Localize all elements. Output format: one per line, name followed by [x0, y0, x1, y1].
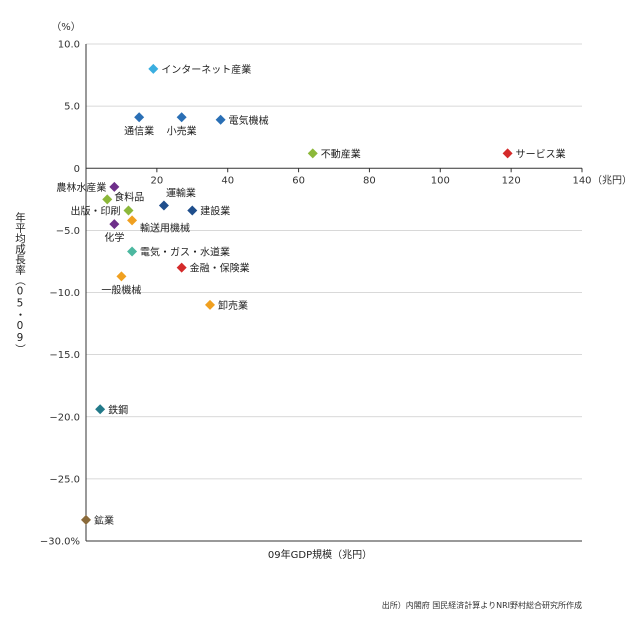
point-label: 鉱業 [94, 514, 114, 527]
point-label: 輸送用機械 [140, 221, 190, 234]
data-point [176, 262, 187, 273]
y-tick-label: −5.0 [56, 226, 80, 237]
data-point [148, 63, 159, 74]
x-axis-label: 09年GDP規模（兆円） [267, 550, 373, 561]
x-tick-label: 100 [431, 175, 450, 186]
point-label: 出版・印刷 [71, 204, 121, 217]
data-point [123, 205, 134, 216]
x-tick-label: 80 [363, 175, 376, 186]
x-tick-label: 60 [292, 175, 305, 186]
source-note: 出所）内閣府 国民経済計算よりNRI野村総合研究所作成 [381, 601, 582, 610]
data-point [127, 246, 138, 257]
data-point [81, 514, 91, 525]
x-tick-label: 40 [221, 175, 234, 186]
x-tick-label: 120 [502, 175, 521, 186]
data-point [95, 404, 106, 415]
point-label: 建設業 [200, 204, 230, 217]
data-point [102, 194, 113, 205]
y-tick-label: −15.0 [49, 350, 80, 361]
y-tick-labels: 10.0 5.0 0 −5.0 −10.0 −15.0 −20.0 −25.0 −30.0% [40, 40, 80, 548]
point-label: 電気機械 [229, 114, 269, 127]
axes [85, 44, 583, 542]
y-tick-label: 5.0 [64, 102, 80, 113]
data-point [187, 205, 198, 216]
point-label: 通信業 [124, 124, 154, 137]
point-label: 運輸業 [166, 187, 196, 200]
y-tick-label: −10.0 [49, 288, 80, 299]
point-label: 農林水産業 [56, 181, 106, 194]
y-tick-label: 0 [74, 164, 80, 175]
data-point [176, 112, 187, 123]
data-point [215, 114, 226, 125]
x-tick-label: 140 [572, 175, 591, 186]
point-label: 食料品 [114, 190, 144, 203]
point-label: 一般機械 [101, 283, 141, 296]
point-label: 電気・ガス・水道業 [140, 245, 230, 258]
grid-lines [86, 43, 582, 480]
data-point [502, 148, 513, 159]
point-label: 小売業 [167, 124, 197, 137]
point-label: 不動産業 [321, 147, 361, 160]
point-label: サービス業 [516, 147, 566, 160]
y-tick-label: −20.0 [49, 412, 80, 423]
data-point [307, 148, 318, 159]
y-tick-label: −25.0 [49, 474, 80, 485]
y-unit-label: （%） [51, 21, 81, 33]
y-tick-label: 10.0 [58, 40, 80, 51]
x-unit-label: （兆円） [592, 174, 632, 186]
data-point [158, 200, 169, 211]
y-tick-label: −30.0% [40, 537, 80, 548]
x-tick-label: 20 [150, 175, 163, 186]
data-point [134, 112, 145, 123]
data-point [109, 181, 120, 192]
y-axis-label: 年平均成長率（05・09） [14, 212, 26, 355]
data-point [205, 299, 215, 310]
point-label: 化学 [104, 231, 124, 244]
point-label: 金融・保険業 [190, 262, 250, 275]
data-point [109, 219, 120, 230]
data-point [116, 271, 127, 282]
point-label: 鉄鋼 [108, 403, 128, 416]
x-tick-labels: 20 40 60 80 100 120 140 [150, 175, 591, 186]
point-label: 卸売業 [218, 299, 248, 312]
data-point [127, 215, 138, 226]
point-label: インターネット産業 [161, 63, 251, 76]
